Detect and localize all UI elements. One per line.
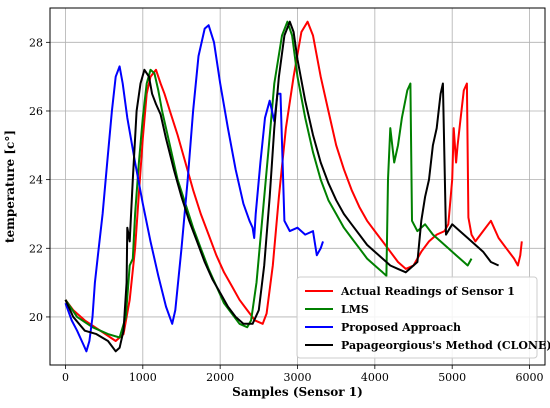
legend: Actual Readings of Sensor 1 LMS Proposed A…: [296, 276, 550, 359]
y-tick-label: 22: [29, 242, 43, 255]
series-lines: [64, 20, 523, 353]
legend-label-2: LMS: [341, 303, 369, 316]
tick-labels: 0 1000 2000 3000 4000 5000 6000 20 22 24 26 28: [29, 36, 544, 384]
legend-label-4: Papageorgious's Method (CLONE): [341, 339, 550, 352]
y-tick-label: 28: [29, 36, 43, 49]
x-tick-label: 5000: [438, 371, 466, 384]
series-line-2: [64, 20, 473, 339]
legend-label-3: Proposed Approach: [341, 321, 461, 334]
y-tick-label: 20: [29, 311, 43, 324]
legend-label-1: Actual Readings of Sensor 1: [340, 285, 515, 298]
x-tick-label: 6000: [516, 371, 544, 384]
x-tick-label: 2000: [206, 371, 234, 384]
series-line-3: [64, 24, 324, 353]
x-tick-label: 1000: [129, 371, 157, 384]
legend-box: [296, 276, 538, 359]
series-line-4: [64, 20, 500, 353]
x-tick-label: 3000: [284, 371, 312, 384]
y-axis-title: temperature [c°]: [3, 130, 17, 243]
x-tick-label: 4000: [361, 371, 389, 384]
y-tick-label: 26: [29, 105, 43, 118]
x-tick-label: 0: [62, 371, 69, 384]
series-line-1: [64, 20, 523, 342]
x-axis-title: Samples (Sensor 1): [232, 385, 363, 399]
y-tick-label: 24: [29, 174, 43, 187]
